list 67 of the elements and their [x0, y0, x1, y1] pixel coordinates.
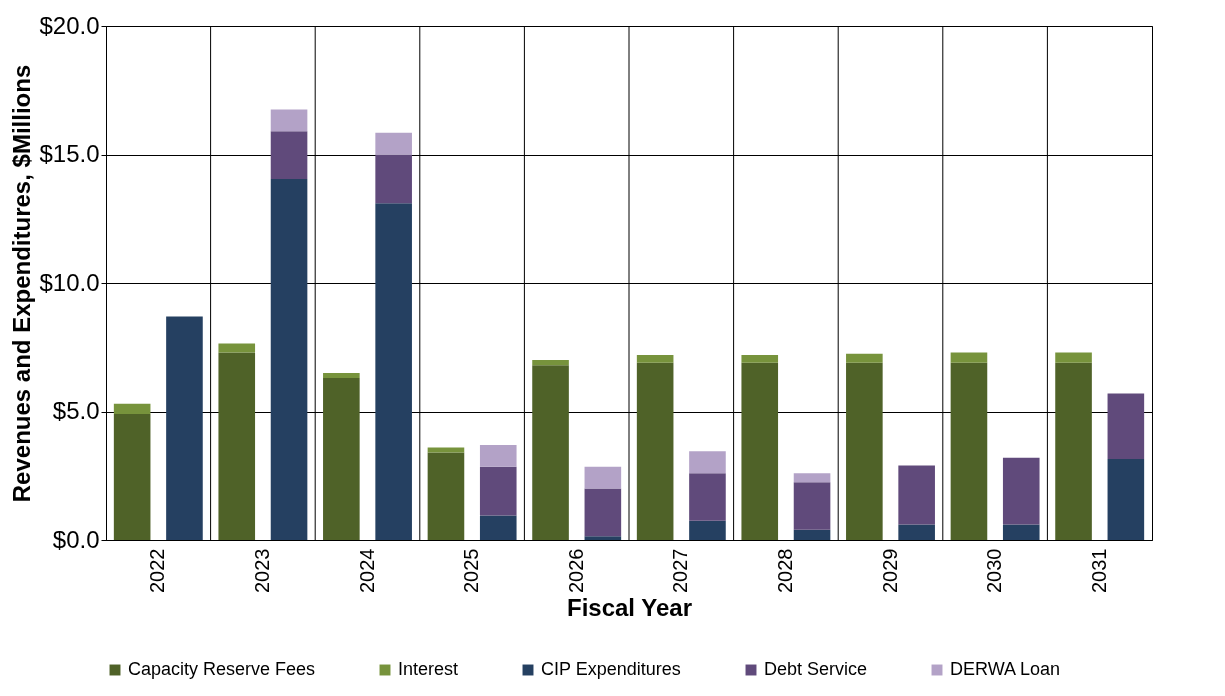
bar	[898, 465, 935, 525]
bar	[375, 154, 412, 204]
bar	[166, 316, 203, 540]
bar	[218, 343, 256, 353]
x-tick-label: 2025	[460, 548, 483, 593]
bar	[950, 362, 988, 540]
bar	[427, 447, 465, 453]
x-tick-label: 2022	[146, 548, 169, 593]
bar	[375, 203, 412, 540]
y-tick-label: $10.0	[39, 268, 100, 296]
bar	[898, 524, 935, 540]
x-tick-label: 2027	[669, 548, 692, 593]
bar	[741, 354, 779, 363]
bar	[270, 131, 308, 179]
x-tick-label: 2026	[564, 548, 587, 593]
bar	[689, 473, 726, 521]
bar	[689, 451, 726, 474]
bar	[270, 178, 308, 540]
x-tick-label: 2028	[773, 548, 796, 593]
bar	[1002, 457, 1040, 525]
bar	[270, 109, 308, 132]
legend-label: Interest	[398, 659, 459, 679]
y-tick-label: $15.0	[39, 140, 100, 167]
legend-label: Capacity Reserve Fees	[128, 659, 316, 679]
y-tick-label: $20.0	[39, 11, 100, 39]
bar	[793, 482, 831, 530]
y-tick-label: $5.0	[52, 397, 100, 424]
bar	[427, 452, 465, 540]
bar	[113, 403, 151, 415]
bar	[584, 488, 622, 537]
bar	[846, 362, 883, 540]
y-tick-label: $0.0	[52, 525, 100, 553]
bar	[741, 362, 779, 540]
legend-label: DERWA Loan	[950, 659, 1061, 679]
x-tick-label: 2023	[250, 548, 273, 593]
legend-label: CIP Expenditures	[541, 659, 681, 679]
bar	[1055, 352, 1092, 363]
bar	[689, 520, 726, 540]
bar	[323, 378, 360, 540]
legend-label: Debt Service	[764, 659, 868, 679]
bar	[1055, 362, 1092, 540]
bar	[532, 360, 569, 366]
bar	[375, 132, 412, 155]
x-tick-label: 2031	[1087, 548, 1110, 593]
bar	[1107, 459, 1145, 540]
x-tick-label: 2029	[878, 548, 901, 593]
bar	[323, 372, 360, 379]
bar	[636, 354, 674, 363]
bar	[113, 414, 151, 540]
bar	[793, 473, 831, 483]
x-tick-label: 2024	[355, 548, 378, 593]
bar	[532, 365, 569, 540]
bar	[479, 515, 517, 540]
bar	[584, 536, 622, 540]
bar	[479, 444, 517, 467]
bar	[950, 352, 988, 363]
bar	[636, 362, 674, 540]
bar	[584, 466, 622, 489]
bar	[1002, 524, 1040, 540]
bar	[1107, 393, 1145, 460]
bar	[218, 352, 256, 540]
bar	[793, 529, 831, 540]
y-axis-title: Revenues and Expenditures, $Millions	[8, 64, 36, 503]
bar	[479, 466, 517, 516]
x-axis-title: Fiscal Year	[567, 593, 692, 621]
bar	[846, 353, 883, 363]
x-tick-label: 2030	[983, 548, 1006, 593]
